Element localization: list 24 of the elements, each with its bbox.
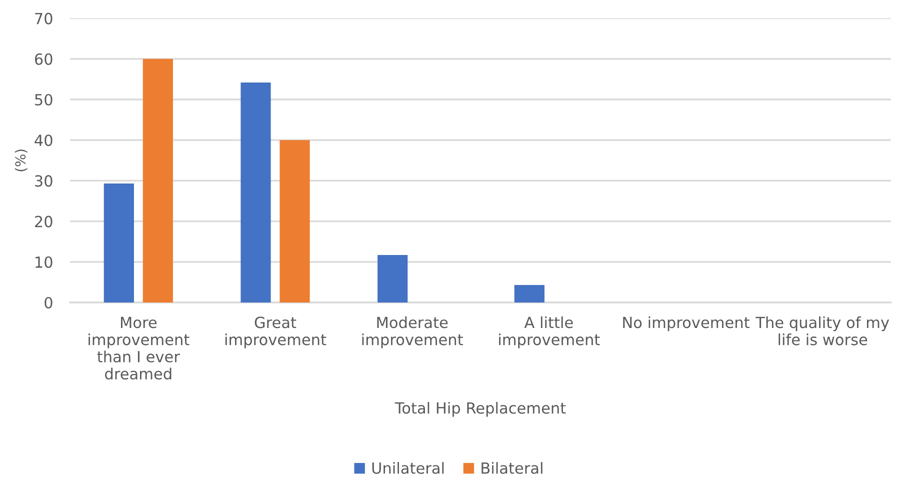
y-tick-label: 50 [35, 94, 52, 106]
y-tick-label: 0 [44, 296, 52, 309]
y-tick-label: 70 [35, 12, 52, 24]
x-tick-label: A little improvement [499, 316, 600, 348]
y-axis-title: (%) [14, 150, 28, 172]
bar [142, 58, 173, 302]
bar [280, 140, 310, 302]
legend-label: Unilateral [372, 462, 444, 474]
x-tick-label: No improvement [623, 316, 750, 332]
x-tick-label: The quality of my life is worse [756, 316, 890, 346]
y-tick-label: 10 [36, 256, 52, 268]
bar [378, 255, 408, 302]
bar [104, 184, 134, 302]
x-axis-title: Total Hip Replacement [394, 402, 566, 417]
bar [514, 285, 544, 302]
x-tick-label: Great improvement [225, 316, 326, 348]
y-tick-label: 60 [34, 53, 52, 65]
legend-label: Bilateral [482, 462, 542, 474]
bar [240, 82, 271, 302]
y-tick-label: 20 [35, 216, 52, 228]
x-tick-label: More improvement than I ever dreamed [88, 316, 190, 380]
y-tick-label: 40 [34, 134, 52, 146]
x-tick-label: Moderate improvement [362, 316, 463, 348]
y-tick-label: 30 [35, 175, 52, 187]
